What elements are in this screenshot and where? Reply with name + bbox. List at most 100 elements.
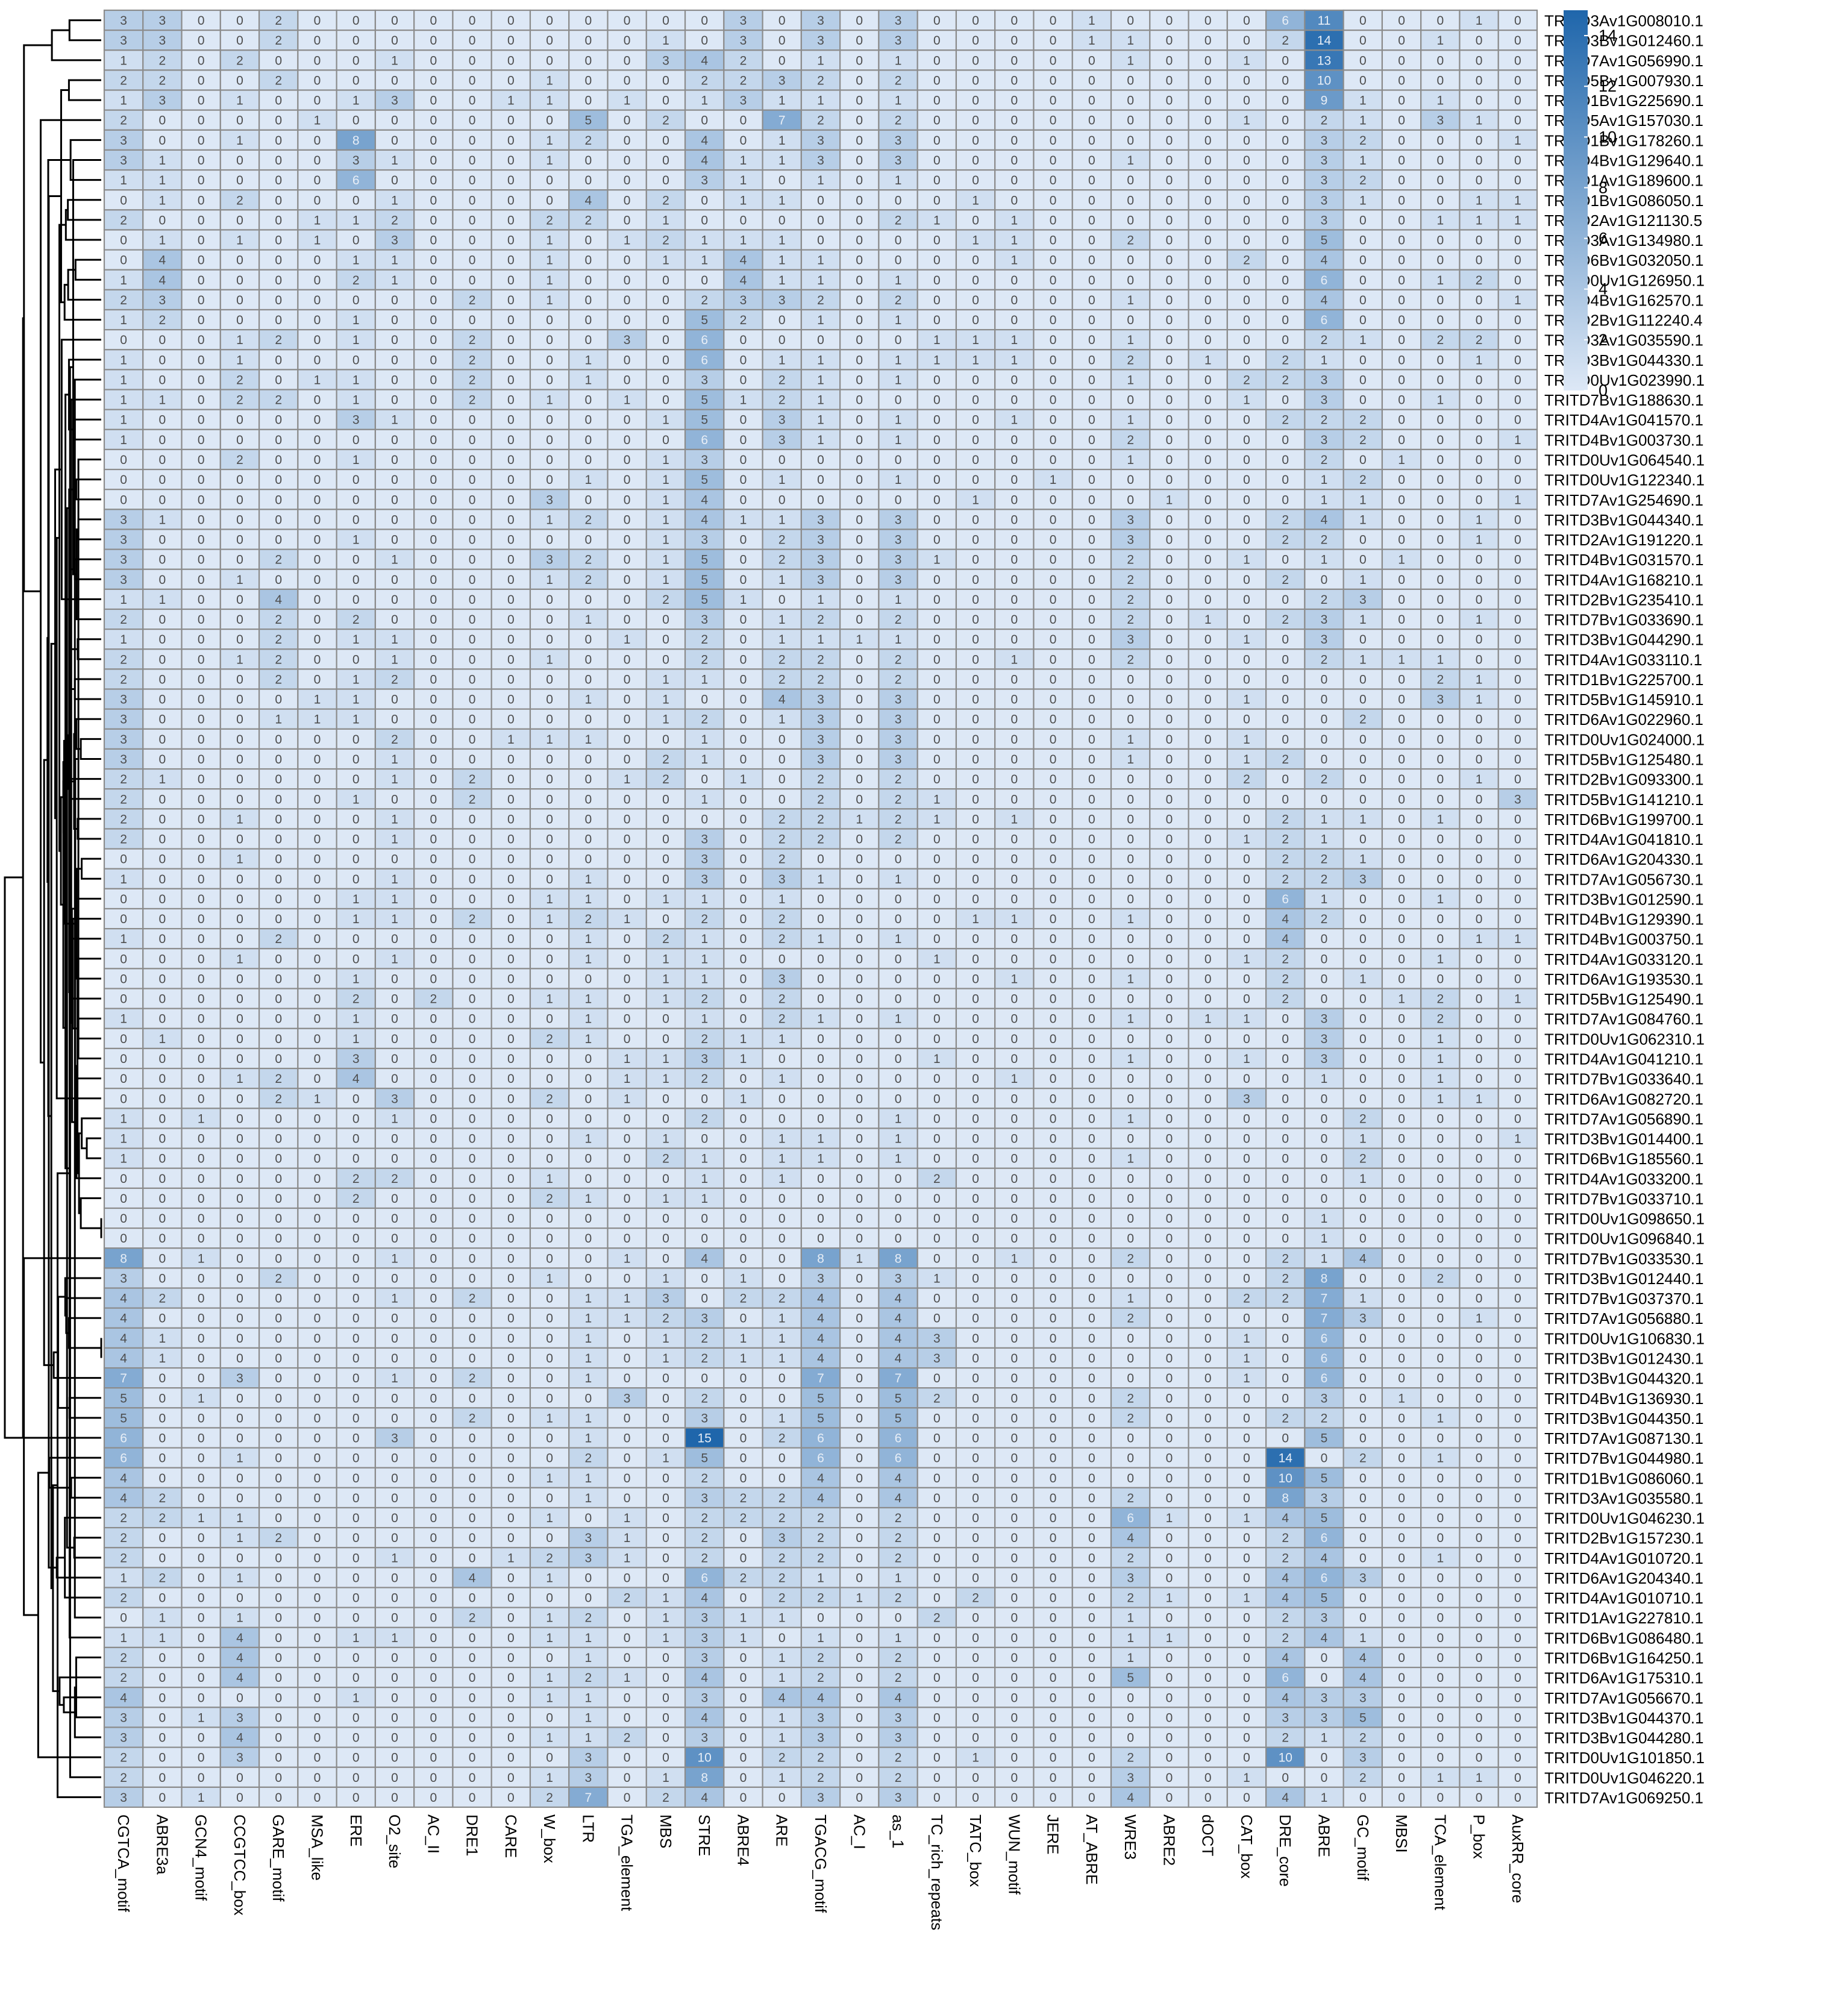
cell-value-label: 0 — [662, 1172, 669, 1186]
cell-value-label: 0 — [1166, 94, 1173, 108]
cell-value-label: 1 — [817, 413, 824, 427]
cell-value-label: 0 — [662, 912, 669, 926]
cell-value-label: 1 — [159, 193, 166, 207]
cell-value-label: 2 — [1476, 333, 1483, 347]
cell-value-label: 6 — [352, 174, 360, 187]
cell-value-label: 3 — [740, 94, 747, 108]
cell-value-label: 0 — [1514, 952, 1521, 966]
cell-value-label: 0 — [275, 1232, 282, 1246]
cell-value-label: 0 — [546, 1152, 553, 1166]
cell-value-label: 0 — [159, 673, 166, 686]
cell-value-label: 0 — [314, 553, 321, 567]
cell-value-label: 0 — [1088, 812, 1095, 826]
cell-value-label: 2 — [662, 753, 669, 767]
dendrogram-branch — [68, 1397, 101, 1419]
cell-value-label: 1 — [352, 333, 360, 347]
cell-value-label: 0 — [120, 912, 127, 926]
cell-value-label: 0 — [391, 693, 398, 707]
cell-value-label: 0 — [895, 234, 902, 248]
cell-value-label: 1 — [1243, 693, 1250, 707]
cell-value-label: 0 — [275, 812, 282, 826]
cell-value-label: 0 — [933, 114, 941, 128]
dendrogram-branch — [77, 818, 101, 840]
cell-value-label: 0 — [701, 1132, 708, 1146]
cell-value-label: 0 — [895, 952, 902, 966]
cell-value-label: 0 — [275, 234, 282, 248]
cell-value-label: 0 — [275, 1032, 282, 1046]
dendrogram-branch — [77, 518, 101, 541]
cell-value-label: 1 — [585, 1312, 592, 1326]
cell-value-label: 3 — [895, 713, 902, 727]
cell-value-label: 0 — [624, 353, 631, 367]
cell-value-label: 0 — [1088, 513, 1095, 527]
cell-value-label: 0 — [1436, 633, 1444, 647]
cell-value-label: 1 — [1127, 453, 1134, 467]
cell-value-label: 0 — [1011, 593, 1018, 607]
cell-value-label: 1 — [546, 892, 553, 906]
cell-value-label: 0 — [198, 613, 205, 627]
cell-value-label: 2 — [1127, 553, 1134, 567]
cell-value-label: 0 — [430, 174, 437, 187]
cell-value-label: 0 — [1359, 773, 1367, 786]
heatmap-cell — [297, 109, 337, 131]
cell-value-label: 0 — [1321, 1092, 1328, 1106]
cell-value-label: 0 — [972, 653, 979, 666]
cell-value-label: 0 — [198, 333, 205, 347]
cell-value-label: 1 — [817, 274, 824, 287]
heatmap-cell — [839, 30, 880, 51]
cell-value-label: 0 — [236, 533, 243, 547]
cell-value-label: 0 — [624, 992, 631, 1006]
cell-value-label: 0 — [933, 154, 941, 168]
cell-value-label: 0 — [856, 892, 863, 906]
cell-value-label: 1 — [972, 234, 979, 248]
cell-value-label: 0 — [585, 413, 592, 427]
cell-value-label: 0 — [972, 853, 979, 867]
heatmap-cell — [219, 169, 260, 191]
cell-value-label: 0 — [1514, 613, 1521, 627]
cell-value-label: 0 — [662, 94, 669, 108]
cell-value-label: 0 — [1204, 932, 1212, 946]
cell-value-label: 0 — [314, 992, 321, 1006]
cell-value-label: 2 — [740, 54, 747, 67]
cell-value-label: 0 — [972, 1072, 979, 1086]
cell-value-label: 0 — [469, 1192, 476, 1206]
cell-value-label: 2 — [895, 613, 902, 627]
cell-value-label: 0 — [1476, 493, 1483, 507]
cell-value-label: 0 — [1088, 533, 1095, 547]
heatmap-cell — [529, 109, 570, 131]
cell-value-label: 0 — [1359, 792, 1367, 806]
cell-value-label: 3 — [701, 1312, 708, 1326]
cell-value-label: 0 — [972, 154, 979, 168]
cell-value-label: 0 — [856, 393, 863, 407]
cell-value-label: 2 — [701, 912, 708, 926]
cell-value-label: 3 — [895, 693, 902, 707]
cell-value-label: 0 — [314, 1152, 321, 1166]
cell-value-label: 0 — [1011, 1271, 1018, 1285]
cell-value-label: 0 — [624, 433, 631, 447]
cell-value-label: 0 — [1476, 1032, 1483, 1046]
cell-value-label: 0 — [1282, 313, 1289, 327]
cell-value-label: 0 — [314, 573, 321, 587]
cell-value-label: 1 — [701, 254, 708, 268]
cell-value-label: 0 — [1204, 992, 1212, 1006]
cell-value-label: 0 — [198, 1052, 205, 1066]
cell-value-label: 0 — [391, 593, 398, 607]
cell-value-label: 1 — [662, 34, 669, 48]
cell-value-label: 0 — [352, 553, 360, 567]
cell-value-label: 1 — [1398, 553, 1405, 567]
cell-value-label: 0 — [507, 1312, 515, 1326]
cell-value-label: 0 — [236, 713, 243, 727]
cell-value-label: 0 — [1243, 853, 1250, 867]
heatmap-cell — [1265, 69, 1306, 91]
cell-value-label: 2 — [701, 992, 708, 1006]
cell-value-label: 0 — [159, 114, 166, 128]
cell-value-label: 1 — [740, 234, 747, 248]
cell-value-label: 0 — [1166, 1271, 1173, 1285]
cell-value-label: 0 — [585, 1271, 592, 1285]
cell-value-label: 0 — [159, 892, 166, 906]
cell-value-label: 0 — [972, 812, 979, 826]
cell-value-label: 2 — [275, 673, 282, 686]
cell-value-label: 1 — [352, 633, 360, 647]
cell-value-label: 0 — [159, 213, 166, 227]
heatmap-cell — [1304, 9, 1344, 31]
